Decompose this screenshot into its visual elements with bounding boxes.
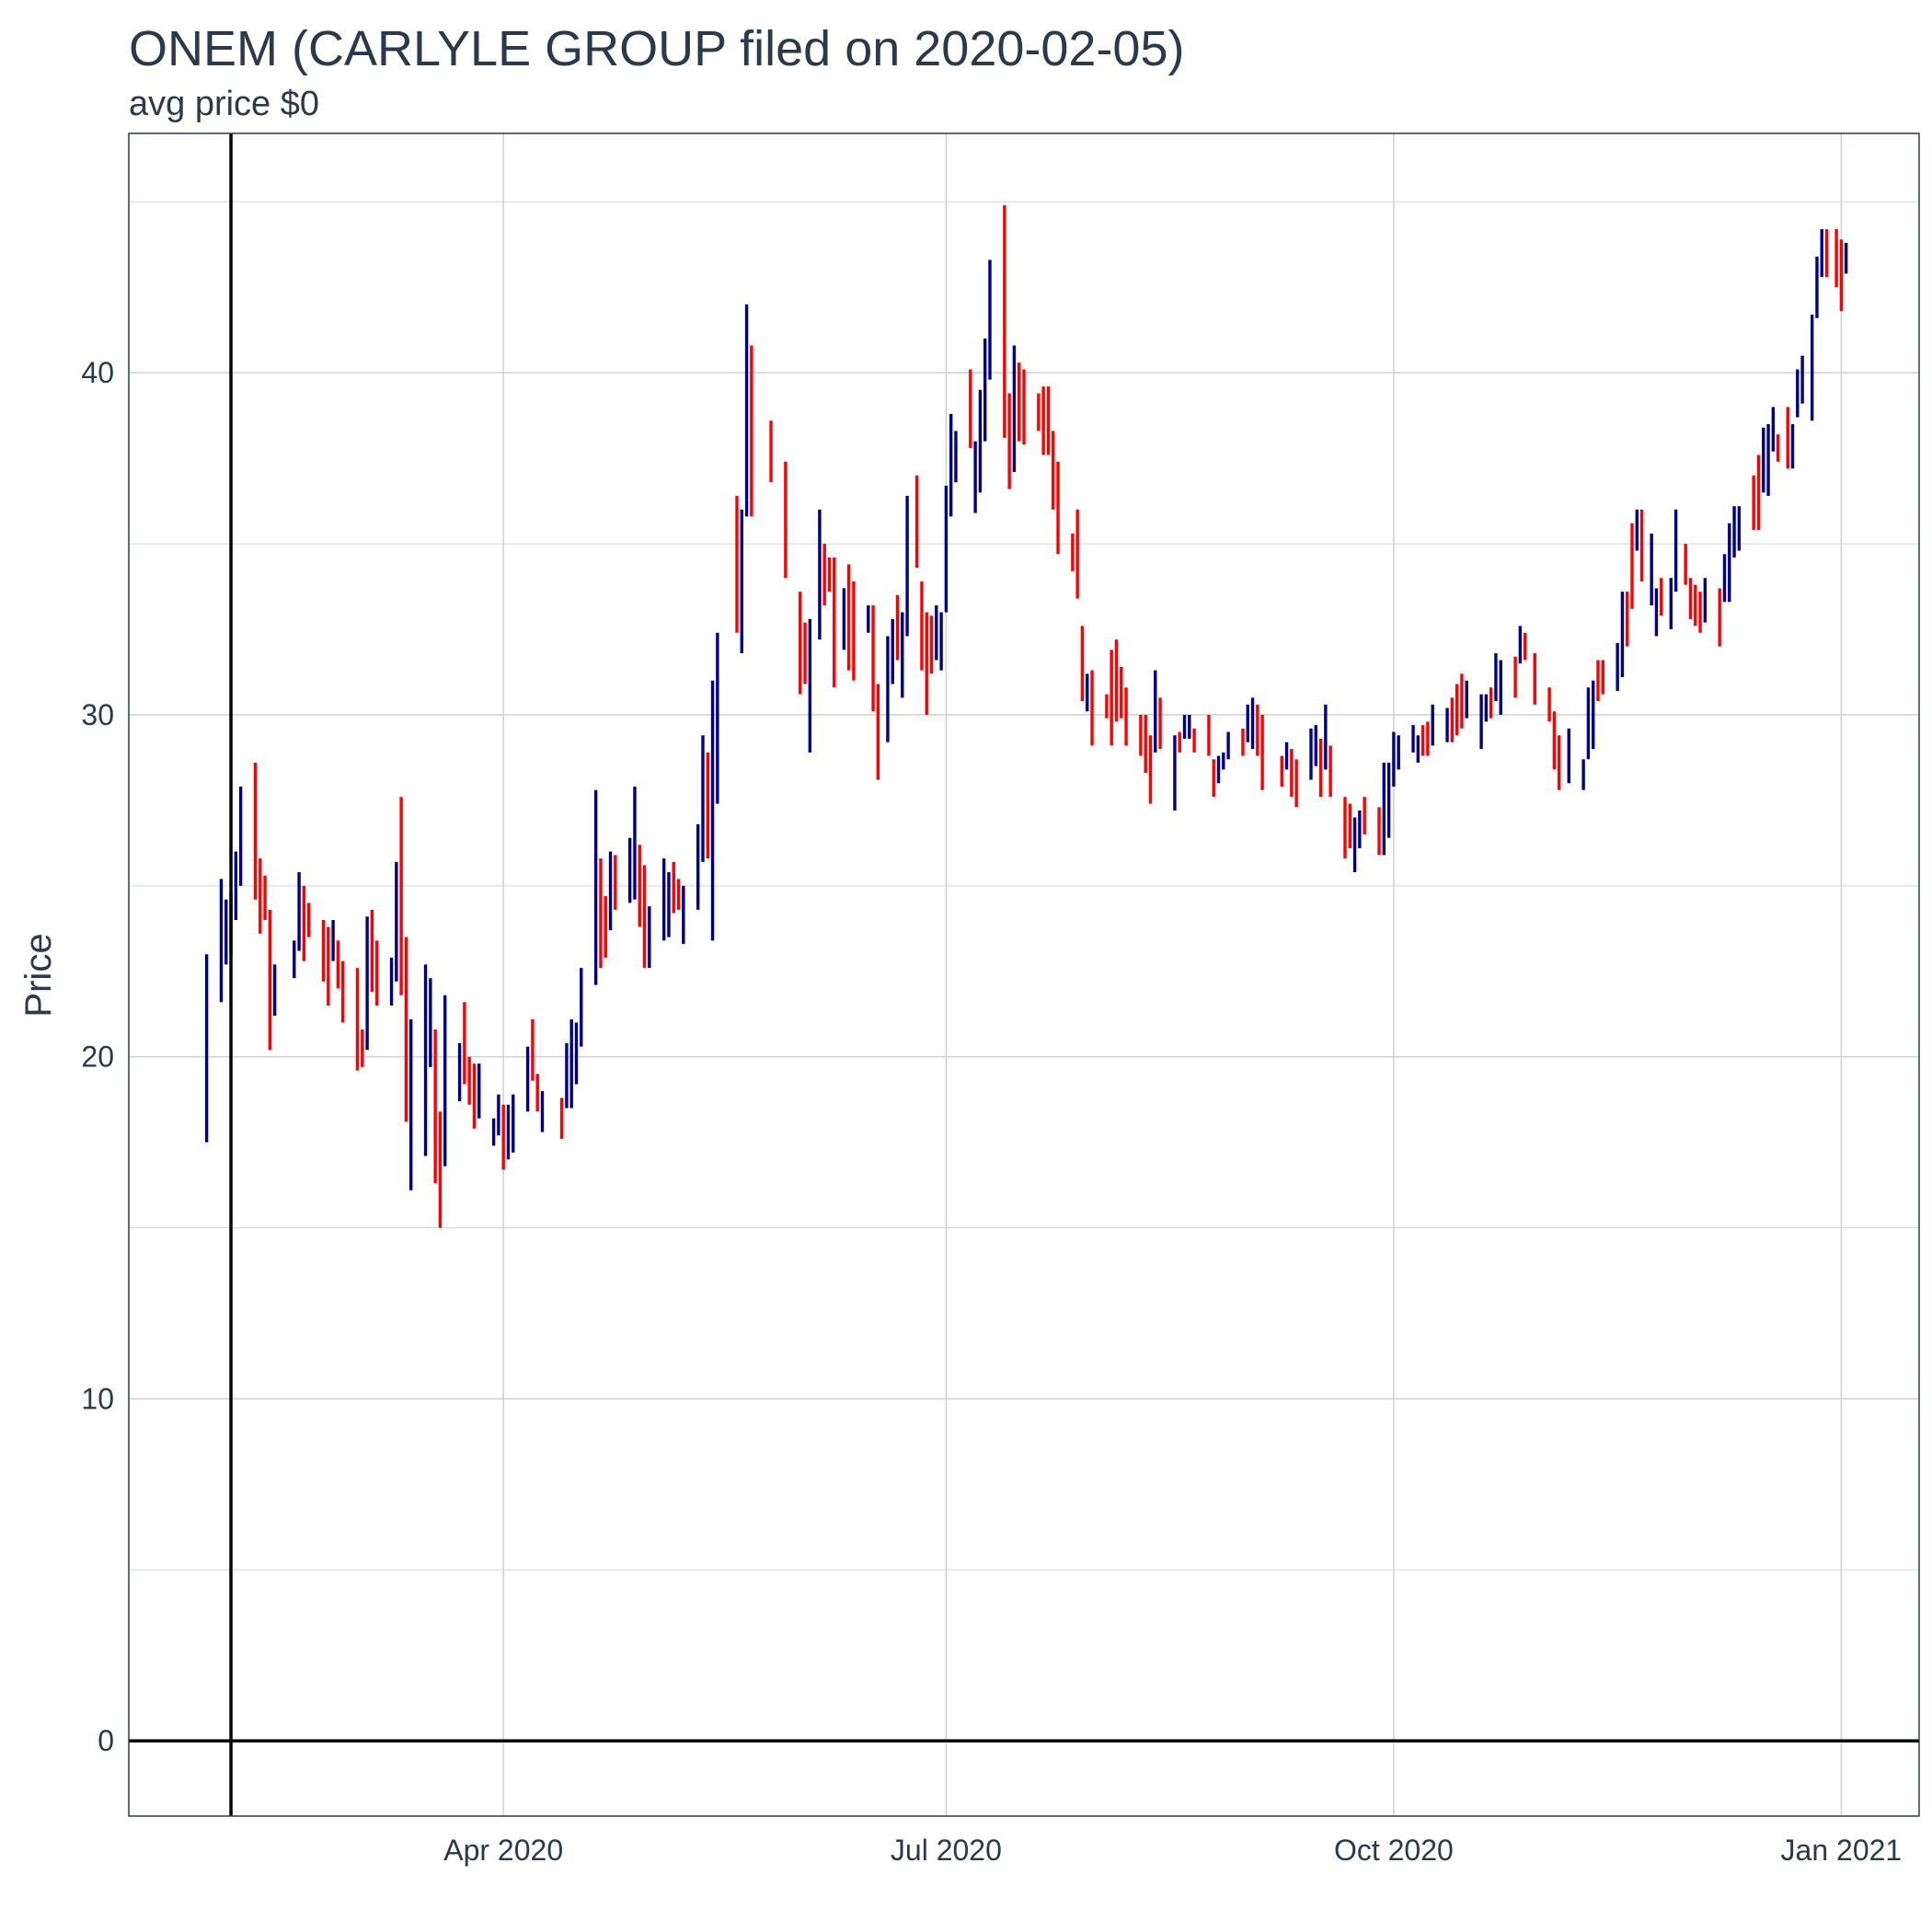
- x-tick-label: Apr 2020: [443, 1834, 563, 1867]
- x-axis-ticks: Apr 2020 Jul 2020 Oct 2020 Jan 2021: [443, 1834, 1902, 1867]
- y-axis-title: Price: [18, 933, 59, 1017]
- y-tick-label: 40: [81, 356, 114, 389]
- y-tick-label: 30: [81, 698, 114, 731]
- y-tick-label: 20: [81, 1041, 114, 1074]
- reference-lines: [129, 133, 1919, 1816]
- price-bars: [204, 205, 1848, 1228]
- chart-title: ONEM (CARLYLE GROUP filed on 2020-02-05): [129, 21, 1185, 76]
- plot-panel-border: [128, 132, 1920, 1817]
- x-tick-label: Jul 2020: [891, 1834, 1002, 1867]
- x-tick-label: Jan 2021: [1781, 1834, 1903, 1867]
- x-tick-label: Oct 2020: [1334, 1834, 1454, 1867]
- chart-subtitle: avg price $0: [129, 85, 320, 123]
- y-axis-ticks: 0 10 20 30 40: [81, 356, 114, 1757]
- y-tick-label: 10: [81, 1382, 114, 1415]
- y-tick-label: 0: [98, 1724, 114, 1757]
